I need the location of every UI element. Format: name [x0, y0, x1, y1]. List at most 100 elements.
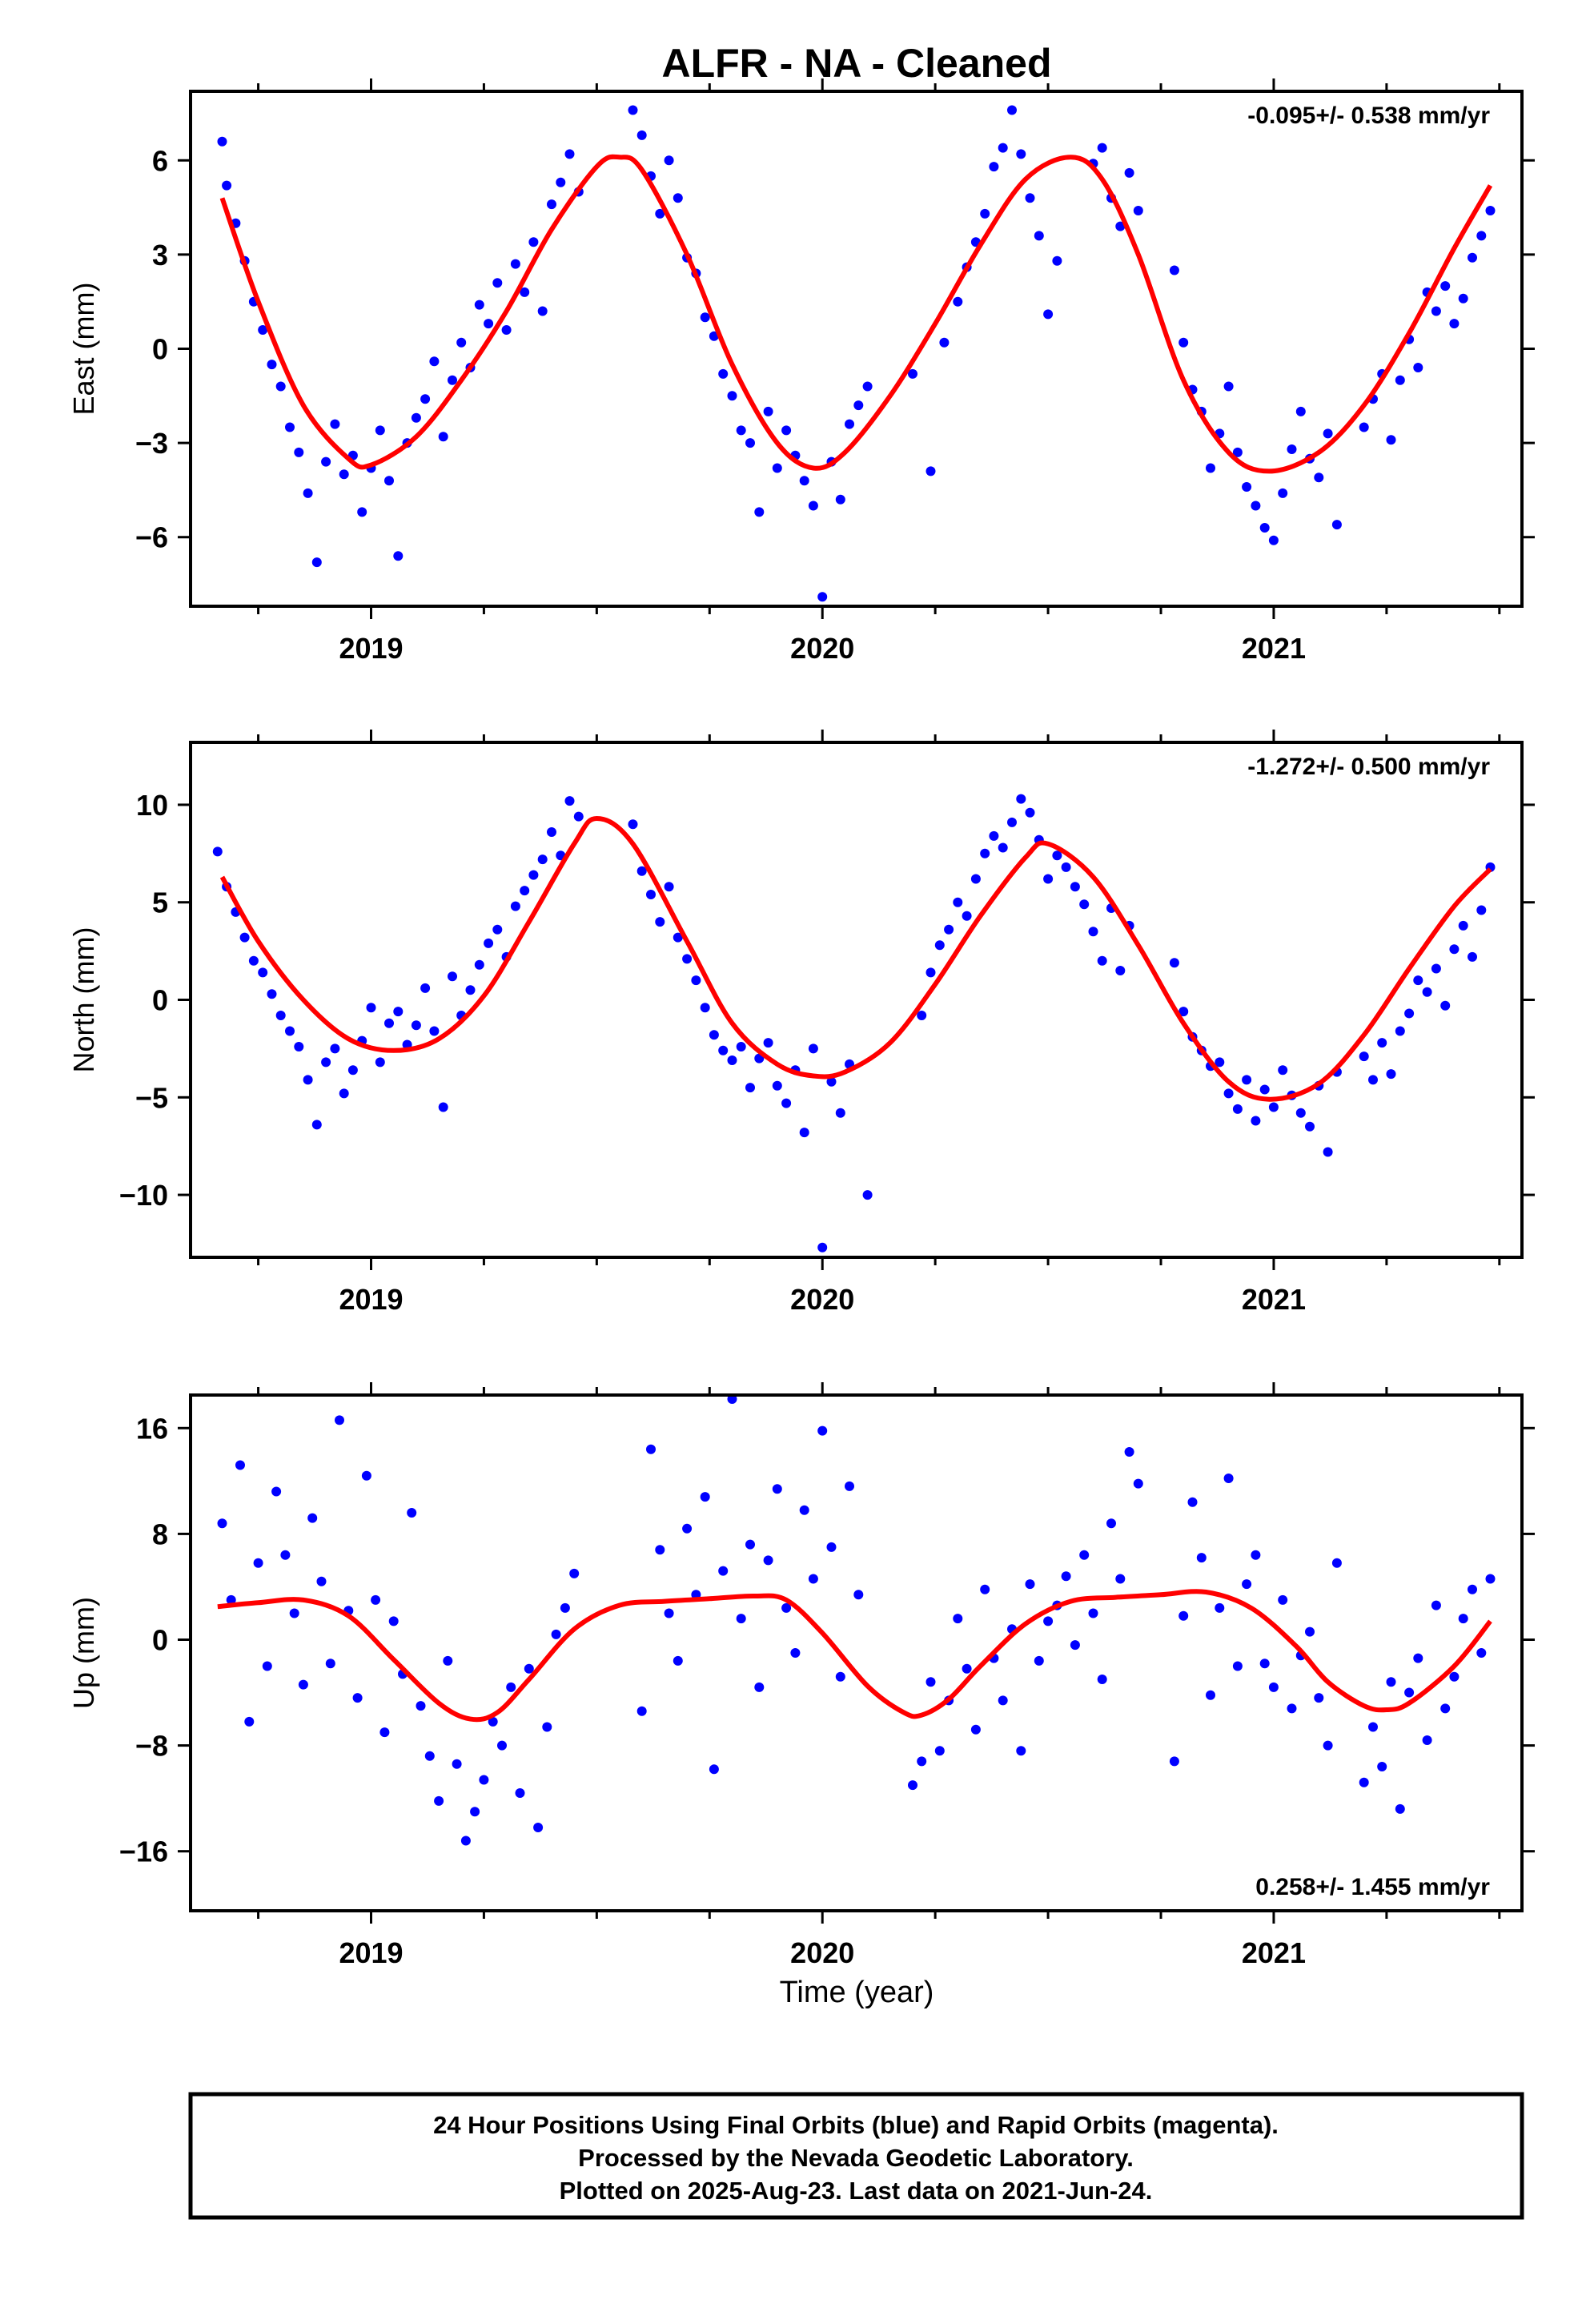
x-axis-label: Time (year)	[780, 1976, 934, 2009]
up-data-point	[1268, 1682, 1279, 1692]
up-data-point	[470, 1807, 480, 1817]
up-data-point	[817, 1425, 828, 1436]
up-data-point	[790, 1648, 801, 1658]
up-data-point	[673, 1655, 683, 1666]
east-data-point	[357, 507, 367, 517]
up-data-point	[736, 1614, 746, 1624]
east-data-point	[727, 391, 737, 401]
east-data-point	[1259, 523, 1270, 533]
north-data-point	[709, 1030, 719, 1040]
up-ytick-label: −8	[135, 1730, 168, 1763]
east-data-point	[258, 325, 268, 335]
up-ytick-label: 16	[136, 1412, 168, 1445]
north-data-point	[248, 955, 259, 966]
north-data-point	[366, 1003, 376, 1013]
up-data-point	[226, 1594, 236, 1605]
north-data-point	[384, 1018, 394, 1028]
east-data-point	[781, 425, 792, 436]
up-data-point	[361, 1470, 371, 1481]
up-data-point	[934, 1746, 945, 1756]
east-data-point	[1016, 149, 1026, 159]
up-data-point	[379, 1727, 390, 1738]
north-ytick-label: −5	[135, 1081, 168, 1114]
east-xtick-label: 2020	[790, 632, 854, 665]
north-data-point	[1413, 975, 1423, 986]
east-data-point	[664, 155, 674, 166]
north-y-axis-label: North (mm)	[67, 927, 100, 1073]
north-data-point	[1458, 920, 1468, 931]
up-data-point	[1034, 1655, 1044, 1666]
up-data-point	[1232, 1661, 1243, 1671]
east-data-point	[1115, 221, 1126, 231]
east-data-point	[1052, 255, 1062, 266]
up-data-point	[371, 1594, 381, 1605]
east-data-point	[501, 325, 512, 335]
up-data-point	[1449, 1671, 1460, 1682]
up-data-point	[244, 1716, 255, 1727]
up-data-point	[407, 1508, 417, 1518]
north-data-point	[835, 1108, 845, 1118]
up-data-point	[1458, 1614, 1468, 1624]
up-data-point	[1178, 1610, 1189, 1621]
up-data-point	[298, 1679, 308, 1690]
east-data-point	[537, 306, 548, 316]
north-data-point	[275, 1011, 286, 1020]
up-data-point	[271, 1486, 282, 1497]
up-data-point	[1468, 1584, 1477, 1594]
east-data-point	[980, 208, 990, 219]
up-data-point	[808, 1574, 818, 1584]
north-data-point	[212, 846, 223, 857]
up-data-point	[745, 1539, 755, 1550]
up-data-point	[1097, 1675, 1107, 1684]
north-ytick-label: 5	[152, 887, 168, 919]
up-data-point	[1331, 1558, 1342, 1568]
north-data-point	[962, 911, 972, 921]
up-model-curve	[217, 1589, 1492, 1723]
north-data-point	[1088, 927, 1098, 937]
north-data-point	[1386, 1069, 1396, 1080]
up-data-point	[460, 1835, 471, 1846]
up-data-point	[524, 1663, 534, 1674]
up-data-point	[835, 1671, 845, 1682]
chart-title: ALFR - NA - Cleaned	[661, 41, 1051, 86]
east-data-point	[330, 419, 340, 429]
up-data-point	[718, 1566, 729, 1576]
east-data-point	[636, 130, 647, 140]
east-ytick-label: 6	[152, 144, 168, 177]
up-data-point	[1242, 1579, 1252, 1590]
up-data-point	[1305, 1626, 1315, 1637]
east-data-point	[998, 143, 1008, 153]
north-data-point	[917, 1011, 927, 1020]
up-data-point	[1259, 1659, 1270, 1669]
east-data-point	[1395, 375, 1405, 385]
north-data-point	[1377, 1038, 1387, 1048]
north-data-point	[799, 1128, 809, 1138]
footer-line-1: 24 Hour Positions Using Final Orbits (bl…	[433, 2111, 1279, 2139]
east-data-point	[303, 488, 313, 498]
up-data-point	[646, 1444, 656, 1454]
up-xtick-label: 2020	[790, 1936, 854, 1969]
north-data-point	[564, 796, 575, 806]
north-data-point	[573, 811, 584, 822]
north-data-point	[1115, 966, 1126, 975]
east-data-point	[1449, 319, 1460, 329]
north-data-point	[772, 1080, 782, 1091]
east-data-point	[285, 422, 295, 432]
up-data-point	[1187, 1497, 1198, 1507]
east-data-point	[1169, 265, 1179, 275]
east-data-point	[1386, 435, 1396, 445]
north-data-point	[303, 1075, 313, 1085]
up-data-point	[1404, 1687, 1415, 1698]
north-data-point	[1097, 955, 1107, 966]
east-data-point	[1468, 252, 1477, 263]
east-data-point	[763, 406, 773, 416]
east-data-point	[520, 287, 530, 297]
east-data-point	[1206, 463, 1215, 473]
north-data-point	[980, 848, 990, 858]
north-data-point	[628, 819, 638, 830]
north-data-point	[718, 1045, 729, 1055]
north-data-point	[1431, 963, 1441, 974]
east-data-point	[1178, 337, 1189, 348]
east-data-point	[1359, 422, 1369, 432]
north-data-point	[1422, 987, 1432, 997]
